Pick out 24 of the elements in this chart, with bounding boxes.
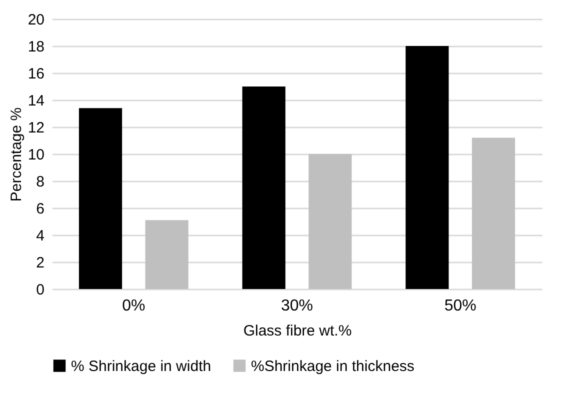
legend-label: % Shrinkage in width <box>71 358 212 375</box>
y-tick-label: 14 <box>28 92 44 110</box>
bar <box>308 154 352 289</box>
x-axis-title: Glass fibre wt.% <box>243 322 352 340</box>
y-tick-label: 2 <box>36 254 44 272</box>
y-tick-label: 20 <box>28 12 44 28</box>
bar <box>78 108 122 289</box>
y-tick-label: 8 <box>36 174 44 190</box>
x-tick-label: 50% <box>444 298 476 314</box>
bar <box>472 138 516 289</box>
y-tick-label: 10 <box>28 146 44 164</box>
bar <box>242 86 286 289</box>
x-tick-label: 0% <box>122 298 146 314</box>
bar <box>406 46 449 289</box>
y-tick-label: 0 <box>36 282 44 298</box>
y-tick-label: 12 <box>28 120 44 136</box>
y-tick-label: 6 <box>36 200 44 218</box>
x-tick-label: 30% <box>280 298 314 314</box>
y-axis-title: Percentage % <box>8 107 25 202</box>
y-tick-label: 16 <box>28 66 44 82</box>
y-tick-label: 4 <box>36 228 44 244</box>
bar <box>145 220 188 289</box>
y-tick-label: 18 <box>28 38 44 56</box>
legend-label: %Shrinkage in thickness <box>251 358 414 375</box>
